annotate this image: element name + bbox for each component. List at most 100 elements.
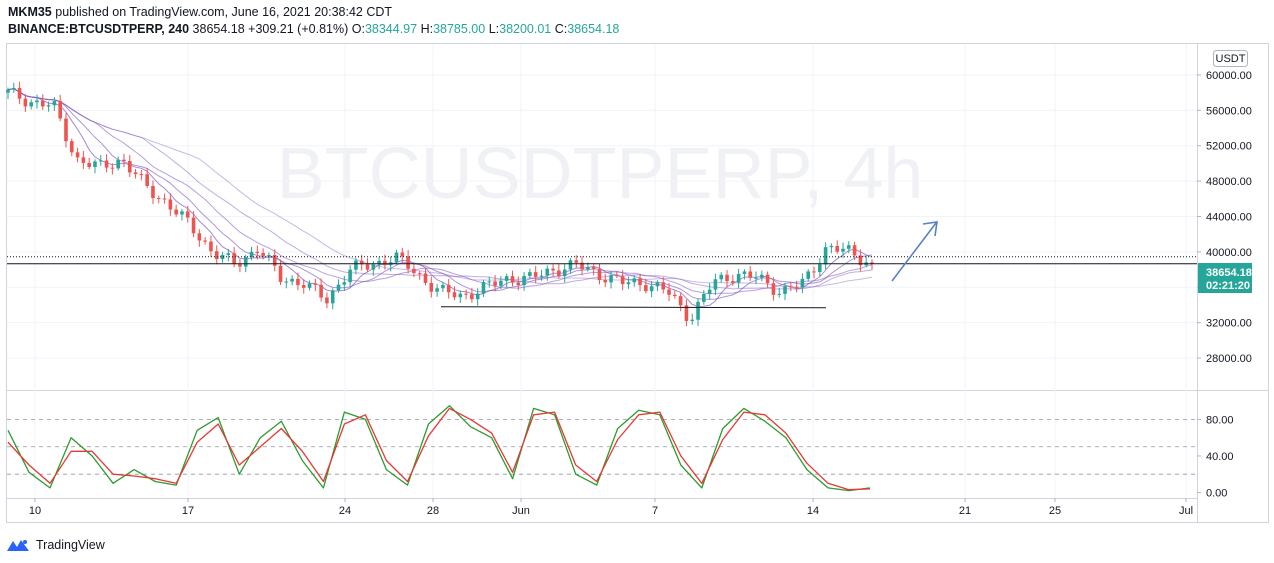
footer: TradingView (6, 535, 105, 555)
candle-body (151, 185, 155, 199)
candle-body (162, 198, 167, 200)
candle-body (145, 174, 149, 186)
candle-body (209, 241, 213, 252)
support-line[interactable] (440, 306, 827, 309)
candle-body (394, 252, 399, 263)
candle-body (435, 288, 439, 292)
publisher-name[interactable]: MKM35 (8, 5, 52, 19)
stoch-grid (7, 418, 1197, 475)
candle-body (446, 284, 451, 293)
candle-body (348, 269, 352, 283)
candle-body (249, 251, 254, 258)
candle-body (783, 286, 787, 294)
time-tick-label: 10 (29, 505, 41, 517)
symbol-name[interactable]: BINANCE:BTCUSDTPERP, 240 (8, 22, 190, 36)
brand-name[interactable]: TradingView (36, 538, 105, 552)
candle-body (417, 273, 422, 275)
candle-body (545, 268, 550, 276)
candle-body (591, 267, 596, 270)
candle-body (174, 209, 178, 215)
candle-body (475, 293, 480, 300)
candle-body (667, 289, 671, 295)
candle-body (690, 319, 695, 321)
candle-body (742, 271, 747, 274)
last-price-tag-countdown: 02:21:20 (1206, 280, 1250, 292)
candle-body (354, 260, 358, 270)
price-tick-label: 28000.00 (1206, 353, 1252, 365)
candle-body (452, 292, 457, 298)
candle-body (661, 282, 666, 290)
time-tick-label: 14 (807, 505, 819, 517)
time-tick-label: 21 (959, 505, 971, 517)
stoch-tick-label: 40.00 (1206, 451, 1234, 463)
candle-body (620, 276, 625, 285)
last-price: 38654.18 (192, 22, 245, 36)
price-tick-label: 56000.00 (1206, 105, 1252, 117)
candle-body (510, 276, 515, 283)
candle-body (655, 282, 660, 287)
candle-body (400, 252, 405, 257)
candle-body (818, 264, 822, 272)
candle-body (284, 281, 289, 283)
candle-body (586, 267, 590, 270)
arrow-shaft (891, 222, 937, 282)
support-trendline[interactable] (440, 306, 827, 309)
candle-body (551, 268, 555, 271)
candle-body (574, 260, 579, 263)
time-axis[interactable]: 10 17 24 28 Jun 7 14 21 25 Jul (29, 498, 1193, 517)
close-label: C: (554, 22, 568, 36)
candle-body (371, 264, 376, 270)
candle-body (725, 274, 729, 282)
candle-body (220, 254, 225, 260)
candle-body (156, 198, 161, 200)
time-tick-label: Jun (512, 505, 530, 517)
candle-body (69, 141, 74, 153)
candle-body (301, 285, 306, 288)
currency-badge-text: USDT (1216, 53, 1246, 65)
candle-body (290, 278, 294, 282)
candle-body (81, 157, 86, 163)
moving-average-line (7, 88, 873, 290)
candle-body (823, 247, 828, 265)
candle-body (243, 257, 248, 267)
candle-body (464, 293, 468, 295)
moving-average-line (7, 88, 873, 300)
projection-arrow[interactable] (891, 221, 938, 282)
candle-body (696, 301, 700, 320)
candle-body (806, 271, 811, 279)
stoch-d-line (7, 407, 871, 491)
price-lines (7, 256, 1197, 265)
candle-body (307, 283, 312, 288)
candle-body (731, 281, 735, 283)
candle-body (40, 100, 45, 107)
candle-body (441, 284, 445, 289)
candle-body (232, 253, 236, 265)
candle-body (632, 278, 637, 283)
price-axis[interactable]: 60000.00 56000.00 52000.00 48000.00 44000.00… (1197, 70, 1252, 365)
price-tick-label: 48000.00 (1206, 176, 1252, 188)
candle-body (760, 274, 764, 278)
symbol-watermark: BTCUSDTPERP, 4h (277, 134, 924, 214)
stoch-axis[interactable]: 80.00 40.00 0.00 (1197, 414, 1234, 499)
candle-body (522, 275, 526, 286)
candle-body (319, 284, 323, 298)
price-tick-label: 60000.00 (1206, 70, 1252, 82)
candle-body (771, 283, 776, 295)
candle-body (359, 260, 364, 265)
moving-average-line (7, 88, 873, 308)
candle-body (406, 256, 410, 269)
open-value: 38344.97 (364, 22, 418, 36)
candle-body (707, 289, 712, 295)
tradingview-logo-icon (7, 540, 29, 551)
candle-body (644, 285, 648, 292)
candle-body (765, 274, 770, 284)
candle-body (127, 161, 132, 173)
candle-body (858, 255, 863, 266)
stochastic-series (7, 405, 871, 492)
currency-badge[interactable]: USDT (1213, 50, 1248, 67)
candle-body (214, 251, 219, 260)
candle-body (673, 294, 677, 297)
candle-body (754, 277, 758, 279)
candle-body (104, 160, 109, 168)
